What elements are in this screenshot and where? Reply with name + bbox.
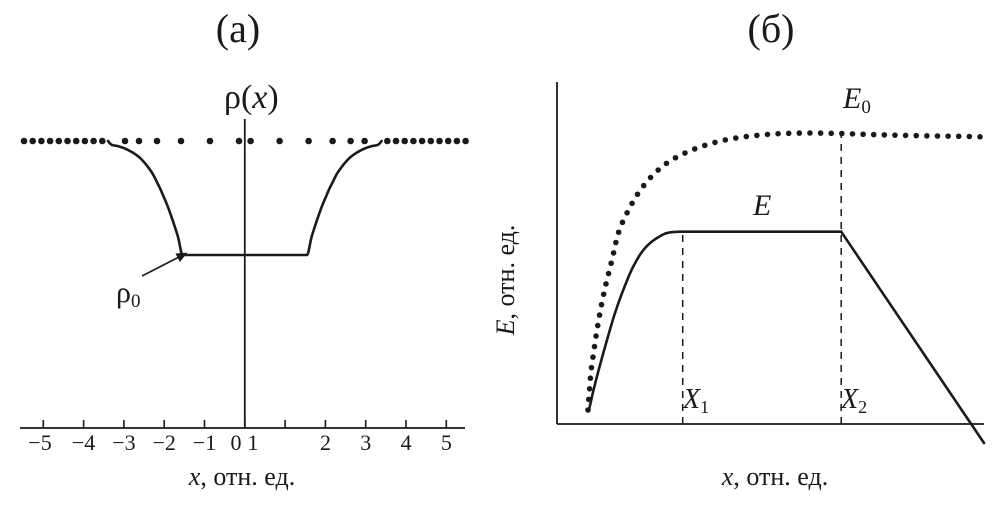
svg-text:4: 4 — [401, 430, 412, 455]
svg-text:E: E — [752, 189, 771, 222]
svg-text:−4: −4 — [72, 430, 95, 455]
svg-text:3: 3 — [360, 430, 371, 455]
svg-text:−3: −3 — [112, 430, 135, 455]
svg-text:(a): (a) — [216, 6, 260, 51]
svg-text:−5: −5 — [28, 430, 51, 455]
svg-text:X2: X2 — [840, 384, 867, 417]
svg-text:x, отн. ед.: x, отн. ед. — [721, 462, 828, 491]
svg-text:E0: E0 — [842, 82, 871, 118]
svg-text:X1: X1 — [682, 384, 709, 417]
svg-text:2: 2 — [320, 430, 331, 455]
svg-text:1: 1 — [248, 430, 259, 455]
svg-text:−1: −1 — [193, 430, 216, 455]
svg-text:−2: −2 — [152, 430, 175, 455]
svg-text:E, отн. ед.: E, отн. ед. — [491, 225, 520, 337]
svg-text:x, отн. ед.: x, отн. ед. — [188, 462, 295, 491]
svg-text:ρ0: ρ0 — [116, 276, 140, 312]
svg-text:ρ(x): ρ(x) — [224, 79, 279, 116]
svg-text:0: 0 — [231, 430, 242, 455]
svg-text:(б): (б) — [748, 6, 795, 51]
svg-text:5: 5 — [441, 430, 452, 455]
